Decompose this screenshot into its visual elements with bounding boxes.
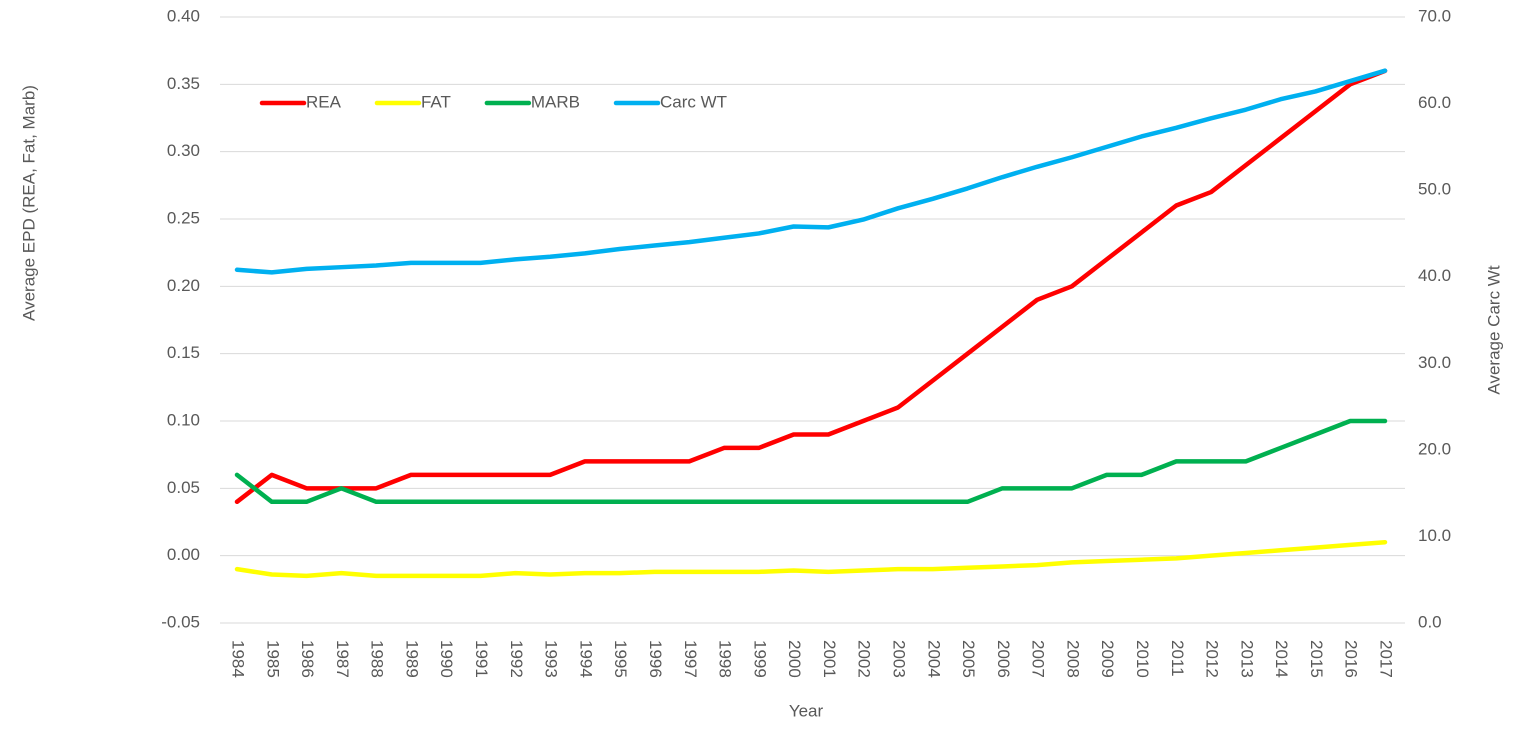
x-tick-label: 2014 — [1272, 640, 1291, 678]
y-tick-label: 0.35 — [167, 74, 200, 93]
y-tick-label: 0.15 — [167, 343, 200, 362]
y-tick-label: 0.00 — [167, 545, 200, 564]
y2-tick-label: 0.0 — [1418, 612, 1442, 631]
legend-label: FAT — [421, 92, 451, 111]
y2-tick-label: 10.0 — [1418, 526, 1451, 545]
x-tick-label: 2016 — [1342, 640, 1361, 678]
y-tick-label: 0.20 — [167, 276, 200, 295]
x-tick-label: 1985 — [263, 640, 282, 678]
y-tick-label: -0.05 — [161, 612, 200, 631]
y2-tick-label: 50.0 — [1418, 180, 1451, 199]
x-tick-label: 1996 — [646, 640, 665, 678]
x-tick-label: 1990 — [437, 640, 456, 678]
x-tick-label: 1995 — [611, 640, 630, 678]
x-tick-label: 1989 — [402, 640, 421, 678]
x-tick-label: 2013 — [1237, 640, 1256, 678]
x-tick-label: 1998 — [716, 640, 735, 678]
y2-tick-label: 30.0 — [1418, 353, 1451, 372]
legend-label: REA — [306, 92, 342, 111]
y2-axis-title: Average Carc Wt — [1484, 265, 1503, 394]
x-tick-label: 2005 — [959, 640, 978, 678]
y-axis-title: Average EPD (REA, Fat, Marb) — [19, 85, 38, 321]
x-tick-label: 2000 — [785, 640, 804, 678]
y-tick-label: 0.25 — [167, 208, 200, 227]
x-tick-label: 2010 — [1133, 640, 1152, 678]
y-tick-label: 0.10 — [167, 410, 200, 429]
x-tick-label: 2009 — [1098, 640, 1117, 678]
series-line — [234, 68, 1388, 505]
x-tick-label: 1993 — [542, 640, 561, 678]
legend-label: MARB — [531, 92, 580, 111]
x-tick-label: 2008 — [1063, 640, 1082, 678]
x-tick-label: 1988 — [368, 640, 387, 678]
y2-tick-label: 70.0 — [1418, 6, 1451, 25]
x-tick-label: 1994 — [576, 640, 595, 678]
series-line — [234, 68, 1388, 275]
y2-tick-label: 20.0 — [1418, 439, 1451, 458]
y-tick-label: 0.40 — [167, 6, 200, 25]
legend-label: Carc WT — [660, 92, 727, 111]
x-tick-label: 1999 — [750, 640, 769, 678]
x-axis-title: Year — [789, 701, 824, 720]
x-tick-label: 1997 — [681, 640, 700, 678]
y-tick-label: 0.05 — [167, 478, 200, 497]
x-tick-label: 1992 — [507, 640, 526, 678]
x-tick-label: 2007 — [1029, 640, 1048, 678]
x-tick-label: 2003 — [889, 640, 908, 678]
x-tick-label: 2004 — [924, 640, 943, 678]
x-tick-label: 2017 — [1377, 640, 1396, 678]
x-tick-label: 1984 — [229, 640, 248, 678]
x-tick-label: 2015 — [1307, 640, 1326, 678]
series-line — [234, 418, 1388, 505]
x-tick-label: 2011 — [1168, 640, 1187, 677]
x-tick-label: 2001 — [820, 640, 839, 678]
y-tick-label: 0.30 — [167, 141, 200, 160]
x-tick-label: 1986 — [298, 640, 317, 678]
x-tick-label: 2002 — [855, 640, 874, 678]
series-line — [234, 539, 1388, 579]
x-tick-label: 2006 — [994, 640, 1013, 678]
y2-tick-label: 60.0 — [1418, 93, 1451, 112]
x-tick-label: 1991 — [472, 640, 491, 678]
y2-tick-label: 40.0 — [1418, 266, 1451, 285]
x-tick-label: 1987 — [333, 640, 352, 678]
x-tick-label: 2012 — [1203, 640, 1222, 678]
